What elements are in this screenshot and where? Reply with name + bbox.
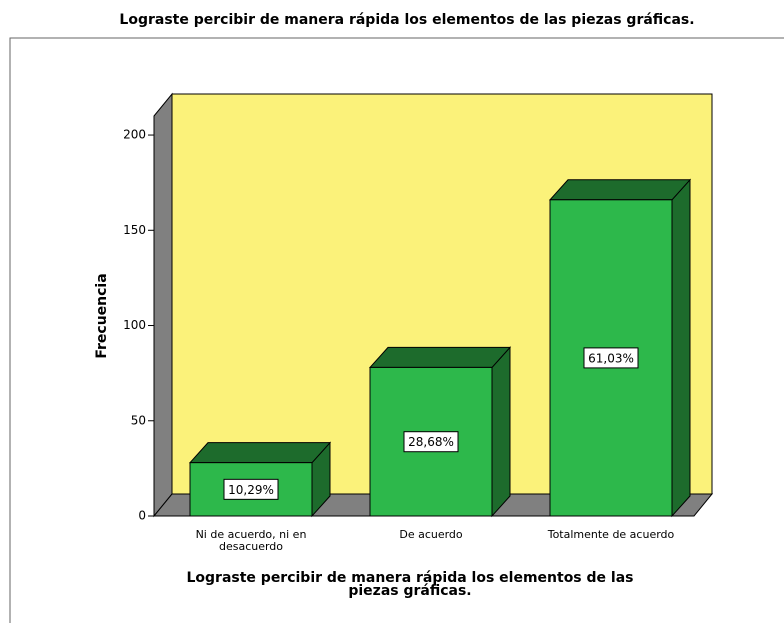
bar-top — [548, 179, 692, 201]
left-wall — [153, 92, 173, 518]
bar-side — [491, 346, 511, 518]
y-axis-title: Frecuencia — [94, 273, 110, 358]
y-tick-label: 50 — [131, 413, 146, 427]
x-tick-label: Ni de acuerdo, ni en desacuerdo — [195, 528, 307, 553]
value-label-box — [583, 347, 639, 369]
x-tick-label: Totalmente de acuerdo — [547, 528, 675, 541]
value-label: 61,03% — [588, 351, 634, 365]
y-tick-label: 0 — [138, 509, 146, 523]
bar-top — [188, 442, 332, 464]
bar-side — [671, 178, 691, 518]
chart-title: Lograste percibir de manera rápida los e… — [119, 12, 695, 28]
x-tick-label: De acuerdo — [399, 528, 463, 541]
bar — [189, 462, 313, 517]
y-tick-label: 200 — [123, 128, 146, 142]
value-label: 10,29% — [228, 483, 274, 497]
frame — [9, 37, 784, 623]
x-axis-title: Lograste percibir de manera rápida los e… — [186, 570, 634, 599]
value-label: 28,68% — [408, 435, 454, 449]
value-label-box — [403, 431, 459, 453]
value-label-box — [223, 478, 279, 500]
y-tick-label: 100 — [123, 318, 146, 332]
y-tick-label: 150 — [123, 223, 146, 237]
bar-top — [368, 346, 512, 368]
